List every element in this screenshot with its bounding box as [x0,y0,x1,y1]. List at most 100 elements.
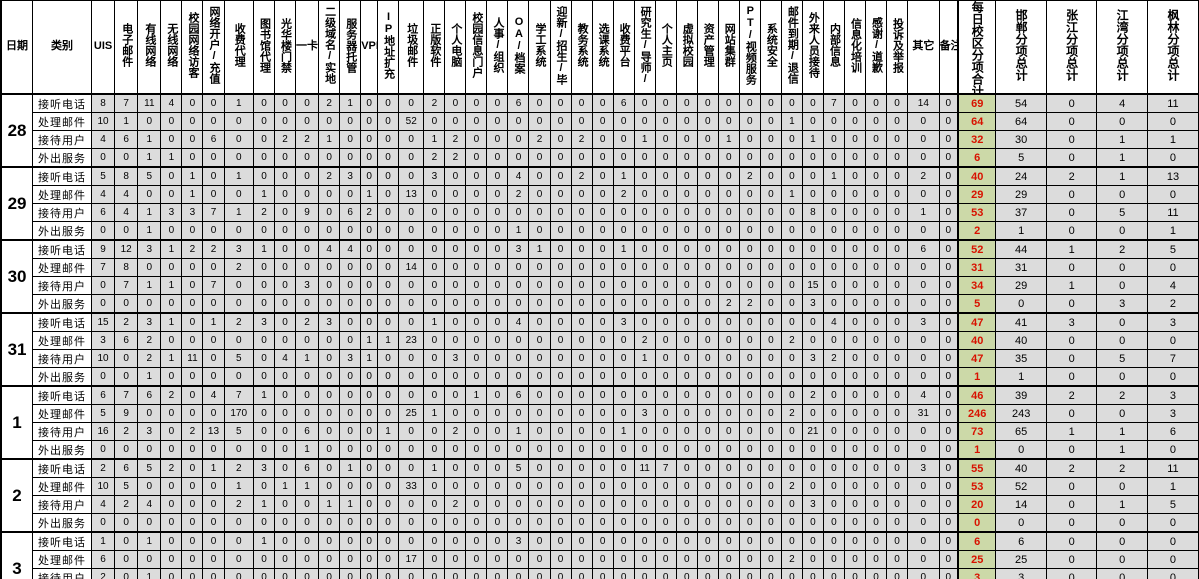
data-cell-22: 0 [570,276,593,295]
data-cell-31: 0 [759,477,782,496]
data-cell-19: 4 [507,166,530,186]
data-cell-19: 0 [507,404,530,423]
data-cell-35: 0 [843,312,866,332]
data-cell-24: 0 [612,513,635,533]
data-cell-31: 0 [759,495,782,514]
data-cell-14: 14 [398,258,425,277]
data-cell-18: 0 [486,112,509,131]
data-cell-25: 0 [633,148,656,168]
data-cell-28: 0 [696,203,719,222]
data-cell-8: 0 [273,495,297,514]
category-cell: 外出服务 [32,148,92,168]
data-cell-16: 0 [444,294,467,314]
data-cell-9: 0 [295,112,320,131]
data-cell-4: 0 [181,367,204,387]
data-cell-19: 0 [507,203,530,222]
campus-total-cell-1: 0 [1045,349,1098,368]
data-cell-30: 0 [738,130,761,149]
campus-total-cell-2: 0 [1096,477,1148,496]
data-cell-27: 0 [675,312,698,332]
campus-total-cell-2: 1 [1096,148,1148,168]
data-cell-12: 0 [360,221,379,241]
campus-total-cell-0: 25 [995,550,1047,569]
data-cell-11: 0 [339,148,362,168]
data-cell-17: 0 [465,294,488,314]
data-cell-26: 0 [654,239,677,259]
data-cell-16: 0 [444,385,467,405]
data-cell-4: 0 [181,331,204,350]
data-cell-5: 0 [202,550,225,569]
data-cell-26: 0 [654,568,677,579]
campus-total-cell-1: 0 [1045,568,1098,579]
data-cell-23: 0 [591,221,614,241]
data-cell-34: 0 [822,568,845,579]
data-cell-12: 0 [360,385,379,405]
campus-total-cell-0: 39 [995,385,1047,405]
data-cell-30: 0 [738,568,761,579]
category-cell: 外出服务 [32,513,92,533]
data-cell-4: 0 [181,477,204,496]
data-cell-14: 0 [398,440,425,460]
data-cell-4: 0 [181,93,204,113]
campus-total-cell-1: 0 [1045,258,1098,277]
header-col-19-label: OA/档案 [512,16,525,75]
data-cell-11: 0 [339,367,362,387]
data-cell-20: 0 [528,294,551,314]
data-cell-10: 0 [318,258,341,277]
data-cell-25: 0 [633,477,656,496]
data-cell-20: 0 [528,422,551,441]
header-col-25: 研究生/导师/ [633,0,656,95]
table-row: 外出服务 0 0 1 1 0 0 0 0 0 0 0 0 0 0 0 2 2 0 0 0 0 0 0 0 0 0 0 0 0 0 0 0 0 0 0 0… [1,148,1199,168]
data-cell-4: 0 [181,294,204,314]
campus-total-cell-1: 0 [1045,221,1098,241]
header-col-35-label: 信息化培训 [849,17,862,73]
data-cell-0: 5 [90,404,116,423]
data-cell-37: 0 [886,440,909,460]
category-cell: 处理邮件 [32,185,92,204]
header-col-38-label: 其它 [912,40,935,53]
data-cell-31: 0 [759,221,782,241]
data-cell-25: 0 [633,221,656,241]
data-cell-7: 0 [252,568,275,579]
category-cell: 接待用户 [32,349,92,368]
data-cell-6: 0 [223,294,254,314]
data-cell-3: 4 [160,93,183,113]
data-cell-29: 1 [717,130,740,149]
data-cell-6: 0 [223,276,254,295]
campus-total-cell-0: 0 [995,440,1047,460]
data-cell-11: 1 [339,495,362,514]
data-cell-11: 0 [339,331,362,350]
data-cell-21: 0 [549,531,572,551]
data-cell-32: 0 [780,422,803,441]
data-cell-5: 0 [202,112,225,131]
data-cell-38: 0 [907,550,940,569]
data-cell-17: 0 [465,349,488,368]
data-cell-29: 0 [717,477,740,496]
data-cell-25: 0 [633,495,656,514]
data-cell-36: 0 [864,440,888,460]
data-cell-28: 0 [696,112,719,131]
data-cell-5: 1 [202,312,225,332]
data-cell-1: 7 [114,93,139,113]
campus-total-cell-0: 1 [995,221,1047,241]
data-cell-16: 0 [444,185,467,204]
campus-total-cell-1: 0 [1045,130,1098,149]
data-cell-12: 0 [360,130,379,149]
data-cell-15: 0 [423,440,446,460]
data-cell-8: 0 [273,422,297,441]
data-cell-14: 23 [398,331,425,350]
data-cell-24: 2 [612,185,635,204]
table-body: 28 接听电话 8 7 11 4 0 0 1 0 0 0 2 1 0 0 0 2 0 0 0 6 0 0 0 0 6 0 0 0 0 0 0 0 0… [0,93,1199,579]
data-cell-37: 0 [886,458,909,478]
data-cell-15: 1 [423,130,446,149]
data-cell-11: 0 [339,258,362,277]
data-cell-19: 0 [507,294,530,314]
data-cell-35: 0 [843,166,866,186]
data-cell-34: 0 [822,148,845,168]
data-cell-31: 0 [759,93,782,113]
header-campus-total-0-label: 邯郸分项总计 [1014,9,1029,82]
data-cell-31: 0 [759,458,782,478]
data-cell-39: 0 [938,495,959,514]
data-cell-17: 0 [465,93,488,113]
data-cell-19: 0 [507,513,530,533]
